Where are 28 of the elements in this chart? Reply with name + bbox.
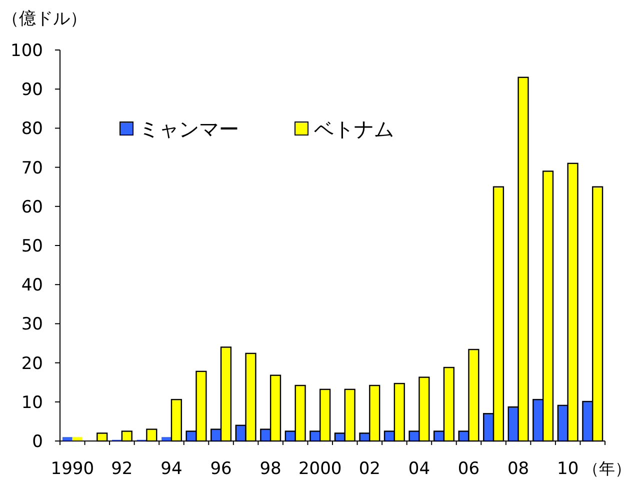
y-tick-label: 50 bbox=[21, 236, 43, 256]
x-tick-label: 10 bbox=[557, 459, 579, 479]
x-tick-label: 96 bbox=[210, 459, 232, 479]
bar bbox=[62, 437, 72, 441]
y-tick-label: 100 bbox=[10, 41, 43, 61]
y-tick-label: 10 bbox=[21, 392, 43, 413]
y-tick-label: 30 bbox=[21, 314, 43, 335]
y-tick-label: 80 bbox=[21, 119, 43, 140]
x-tick-label: 02 bbox=[358, 459, 380, 479]
x-tick-label: 04 bbox=[408, 459, 430, 479]
x-tick-label: 92 bbox=[111, 459, 133, 479]
x-tick-label: 08 bbox=[507, 459, 530, 479]
y-tick-label: 90 bbox=[21, 80, 43, 100]
x-tick-label: 2000 bbox=[298, 459, 342, 479]
legend-label: ベトナム bbox=[314, 117, 394, 141]
y-axis-title: （億ドル） bbox=[2, 9, 87, 29]
legend-label: ミャンマー bbox=[139, 117, 239, 141]
x-tick-label: 06 bbox=[458, 459, 480, 479]
x-tick-label: 94 bbox=[160, 459, 182, 479]
x-tick-label: 1990 bbox=[50, 459, 94, 479]
x-tick-label: 98 bbox=[260, 459, 282, 479]
y-tick-label: 20 bbox=[21, 354, 43, 374]
y-tick-label: 0 bbox=[32, 432, 43, 452]
bar bbox=[72, 437, 82, 441]
y-tick-label: 40 bbox=[21, 276, 43, 296]
x-axis-title: （年） bbox=[583, 459, 631, 478]
y-tick-label: 70 bbox=[21, 158, 43, 178]
y-tick-label: 60 bbox=[21, 197, 43, 218]
